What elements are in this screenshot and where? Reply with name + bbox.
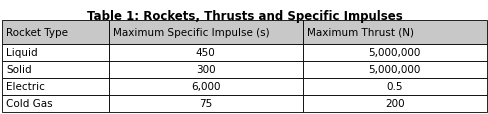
Text: 75: 75: [199, 98, 212, 108]
Bar: [109, 44, 302, 61]
Bar: [302, 78, 486, 95]
Bar: [2, 78, 109, 95]
Text: Electric: Electric: [6, 82, 45, 91]
Bar: [2, 61, 109, 78]
Bar: [302, 61, 486, 78]
Text: 200: 200: [384, 98, 404, 108]
Text: Cold Gas: Cold Gas: [6, 98, 53, 108]
Text: 5,000,000: 5,000,000: [367, 65, 420, 74]
Text: 450: 450: [196, 48, 215, 58]
Bar: [2, 95, 109, 112]
Text: 5,000,000: 5,000,000: [367, 48, 420, 58]
Text: Maximum Thrust (N): Maximum Thrust (N): [306, 27, 413, 37]
Text: 6,000: 6,000: [191, 82, 220, 91]
Bar: [109, 61, 302, 78]
Text: 300: 300: [196, 65, 215, 74]
Text: Solid: Solid: [6, 65, 32, 74]
Bar: [109, 21, 302, 44]
Text: Maximum Specific Impulse (s): Maximum Specific Impulse (s): [113, 27, 269, 37]
Text: 0.5: 0.5: [386, 82, 402, 91]
Bar: [302, 21, 486, 44]
Bar: [109, 78, 302, 95]
Bar: [2, 44, 109, 61]
Bar: [2, 21, 109, 44]
Text: Table 1: Rockets, Thrusts and Specific Impulses: Table 1: Rockets, Thrusts and Specific I…: [86, 10, 402, 23]
Bar: [302, 95, 486, 112]
Bar: [302, 44, 486, 61]
Bar: [109, 95, 302, 112]
Text: Liquid: Liquid: [6, 48, 38, 58]
Text: Rocket Type: Rocket Type: [6, 27, 68, 37]
